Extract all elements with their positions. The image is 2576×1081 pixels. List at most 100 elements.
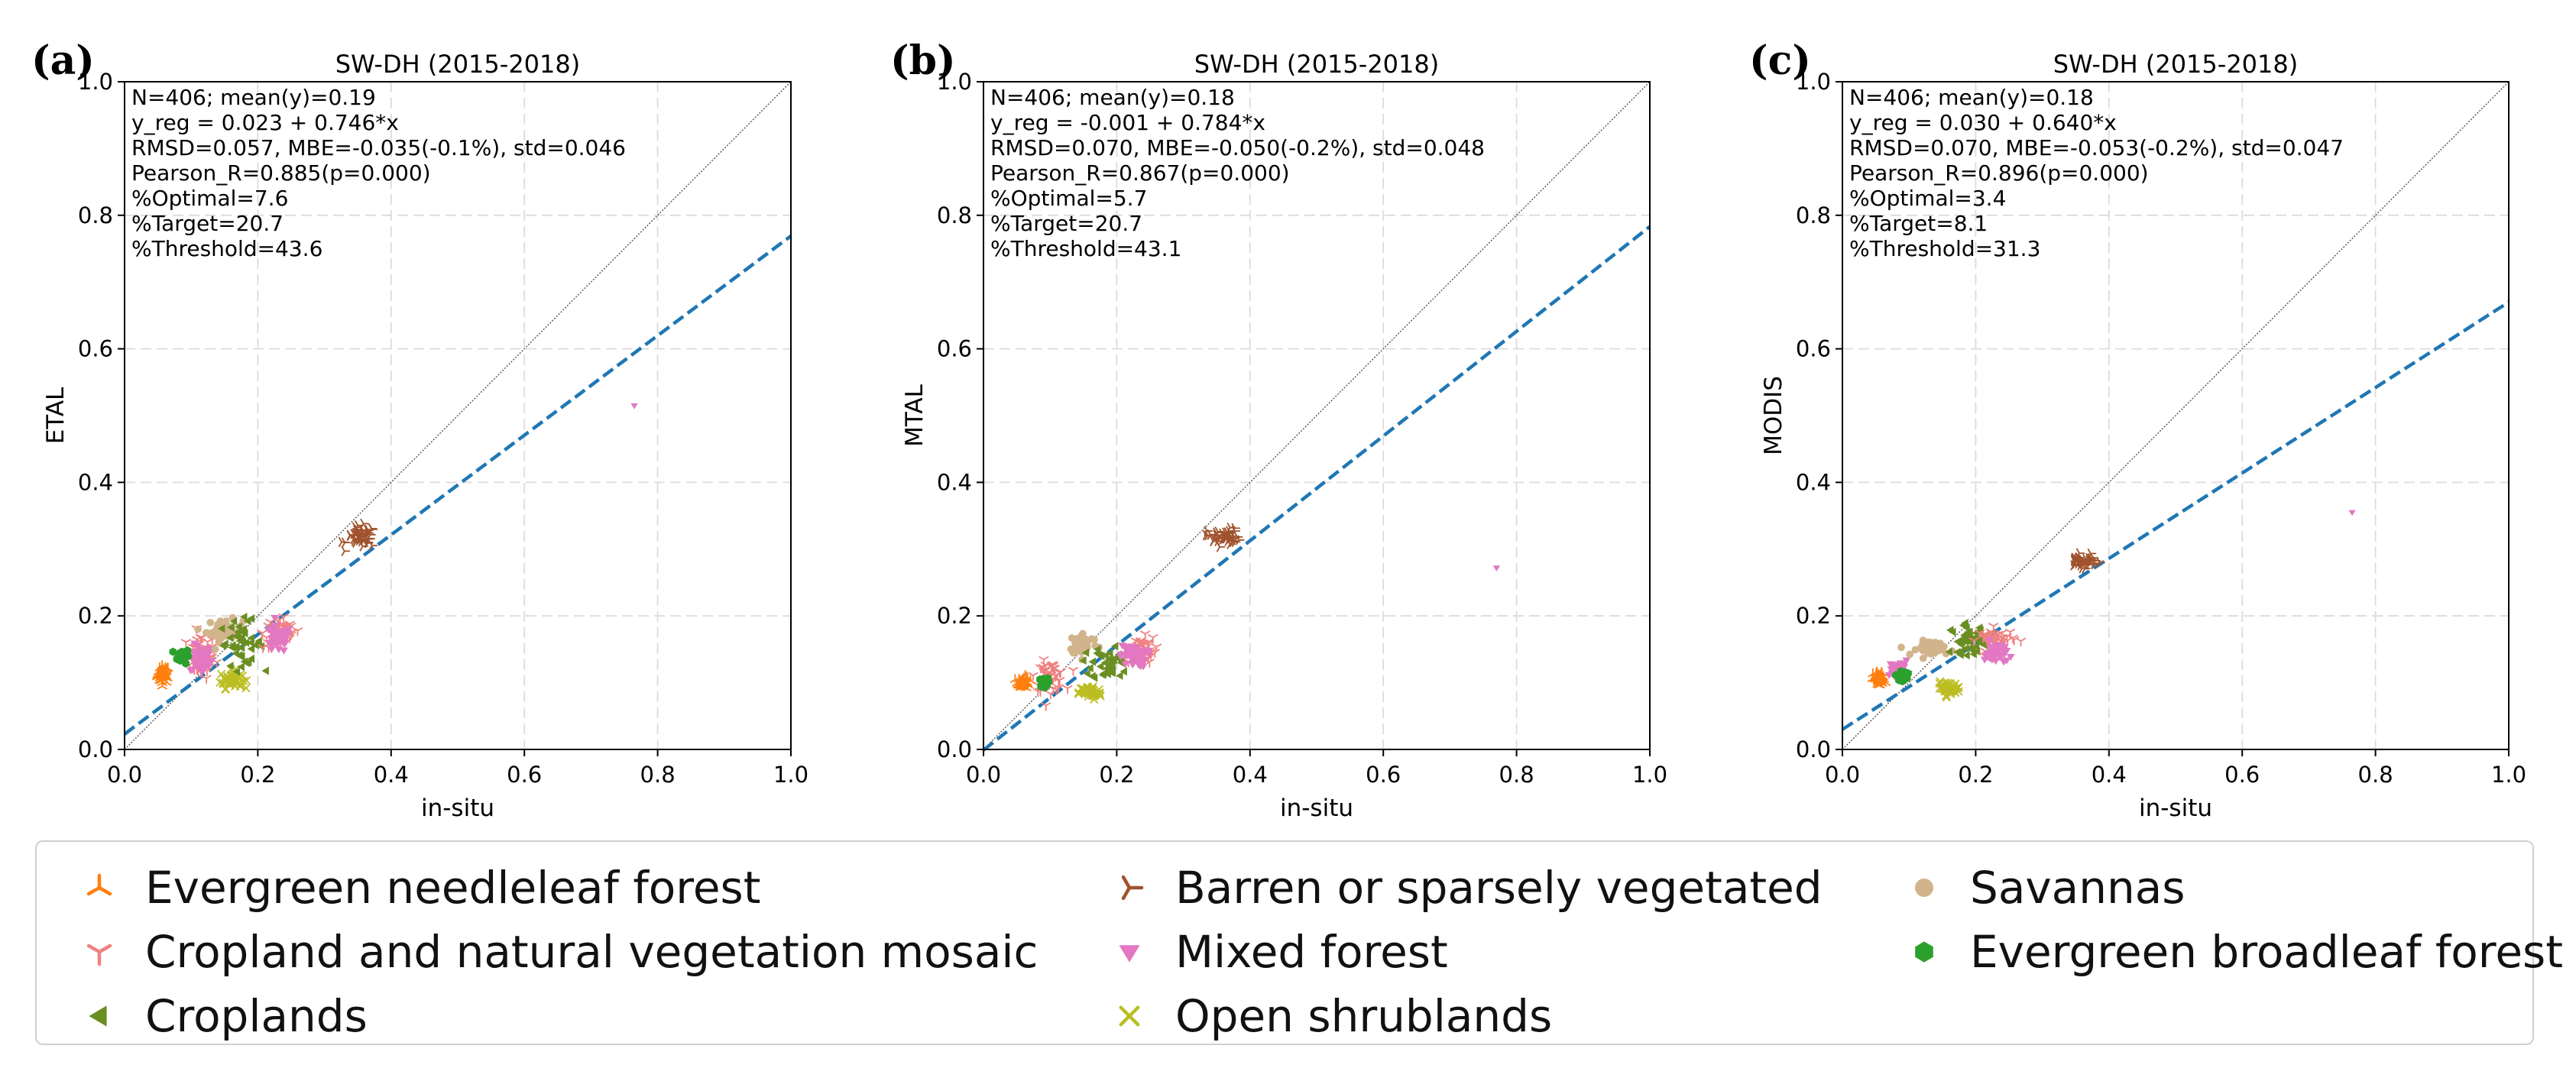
data-point	[1998, 649, 2007, 656]
scatter-points	[152, 403, 638, 694]
data-point	[1899, 670, 1907, 679]
data-point	[194, 625, 202, 633]
data-point	[1897, 643, 1905, 652]
data-point	[1049, 665, 1060, 675]
data-point	[264, 626, 274, 634]
legend-item-enf: Evergreen needleleaf forest	[76, 857, 761, 918]
data-point	[1992, 631, 2003, 640]
one-to-one-line	[1842, 81, 2510, 750]
data-point	[240, 612, 248, 622]
data-point	[1086, 664, 1094, 673]
x-axis-label: in-situ	[2139, 795, 2212, 822]
legend-label: Savannas	[1970, 862, 2186, 914]
data-point	[1041, 702, 1051, 711]
legend-label: Evergreen needleleaf forest	[145, 862, 761, 914]
stats-line: N=406; mean(y)=0.19	[131, 85, 376, 110]
x-tick-label: 0.0	[966, 762, 1001, 788]
legend-item-mixed: Mixed forest	[1107, 921, 1448, 982]
legend-marker-shape	[1119, 1005, 1140, 1027]
y-tick-label: 1.0	[937, 69, 972, 95]
stats-line: y_reg = 0.030 + 0.640*x	[1849, 110, 2117, 135]
data-point	[1951, 688, 1960, 697]
data-point	[1116, 658, 1124, 667]
legend-marker-shape	[1915, 941, 1933, 963]
axes-frame	[124, 81, 792, 750]
axes-frame	[983, 81, 1651, 750]
data-point	[1975, 623, 1983, 633]
legend-label: Evergreen broadleaf forest	[1970, 926, 2563, 978]
data-point	[238, 672, 247, 680]
y-tick-label: 0.4	[937, 469, 972, 495]
legend-item-barren: Barren or sparsely vegetated	[1107, 857, 1823, 918]
data-point	[277, 639, 287, 646]
data-point	[227, 623, 235, 632]
data-point	[1079, 630, 1087, 638]
legend-item-ebf: Evergreen broadleaf forest	[1901, 921, 2563, 982]
legend-marker-shape	[1121, 875, 1144, 901]
data-point	[1120, 667, 1127, 676]
data-point	[1216, 542, 1226, 552]
y-tick-label: 0.0	[937, 736, 972, 762]
data-point	[228, 643, 235, 652]
y-tick-label: 0.8	[78, 202, 113, 228]
data-point	[1039, 656, 1049, 665]
data-point	[1098, 670, 1107, 679]
data-point	[1987, 644, 1996, 652]
legend-item-savanna: Savannas	[1901, 857, 2186, 918]
data-point	[1999, 659, 2008, 666]
data-point	[225, 633, 234, 642]
stats-line: %Threshold=43.1	[990, 236, 1181, 261]
data-point	[235, 651, 243, 660]
data-point	[359, 525, 368, 536]
data-point	[162, 672, 173, 681]
data-point	[1213, 527, 1222, 538]
data-point	[1121, 661, 1130, 668]
data-point	[1877, 678, 1887, 687]
y-axis-label: ETAL	[42, 387, 70, 444]
data-point	[188, 666, 197, 674]
scatter-panel: 0.00.0 0.2 0.2 0.4 0.4 0.6 0.6 0.8 0.8 1.0 1.0 in-s…	[31, 37, 808, 822]
panel-label: (a)	[31, 37, 95, 84]
stats-line: %Target=20.7	[131, 211, 284, 236]
data-point	[2089, 552, 2099, 563]
data-point	[169, 647, 177, 656]
y-tick-label: 0.0	[1796, 736, 1831, 762]
x-tick-label: 0.2	[240, 762, 275, 788]
data-point	[158, 664, 169, 674]
data-point	[1088, 672, 1096, 681]
data-point	[1951, 679, 1960, 688]
data-point	[1983, 651, 1992, 659]
data-point	[1962, 651, 1970, 660]
data-point	[1071, 649, 1079, 657]
data-point	[239, 624, 248, 634]
data-point	[1204, 526, 1213, 536]
data-point	[1016, 676, 1027, 686]
data-point	[1127, 643, 1136, 651]
data-point	[1045, 690, 1056, 700]
data-point	[242, 676, 251, 685]
data-point	[1899, 677, 1907, 686]
data-point	[1143, 647, 1152, 655]
legend-item-shrub: Open shrublands	[1107, 986, 1552, 1047]
data-point	[2006, 653, 2015, 662]
data-point	[1080, 686, 1089, 695]
data-point	[1958, 637, 1966, 646]
x-axis-label: in-situ	[421, 795, 494, 822]
scatter-points	[1009, 523, 1501, 711]
x-tick-label: 0.4	[374, 762, 409, 788]
legend-item-crop-mosaic: Cropland and natural vegetation mosaic	[76, 921, 1038, 982]
data-point	[1906, 650, 1914, 659]
data-point	[153, 669, 164, 679]
data-point	[197, 668, 206, 676]
data-point	[1051, 686, 1061, 695]
data-point	[1118, 642, 1127, 650]
data-point	[215, 678, 225, 687]
data-point	[1038, 664, 1048, 673]
data-point	[1968, 637, 1979, 646]
data-point	[257, 630, 267, 639]
legend: Evergreen needleleaf forest Barren or sp…	[35, 840, 2563, 1047]
data-point	[1088, 683, 1097, 692]
data-point	[1927, 640, 1936, 648]
y-axis-label: MODIS	[1760, 376, 1787, 455]
data-point	[1090, 636, 1098, 644]
